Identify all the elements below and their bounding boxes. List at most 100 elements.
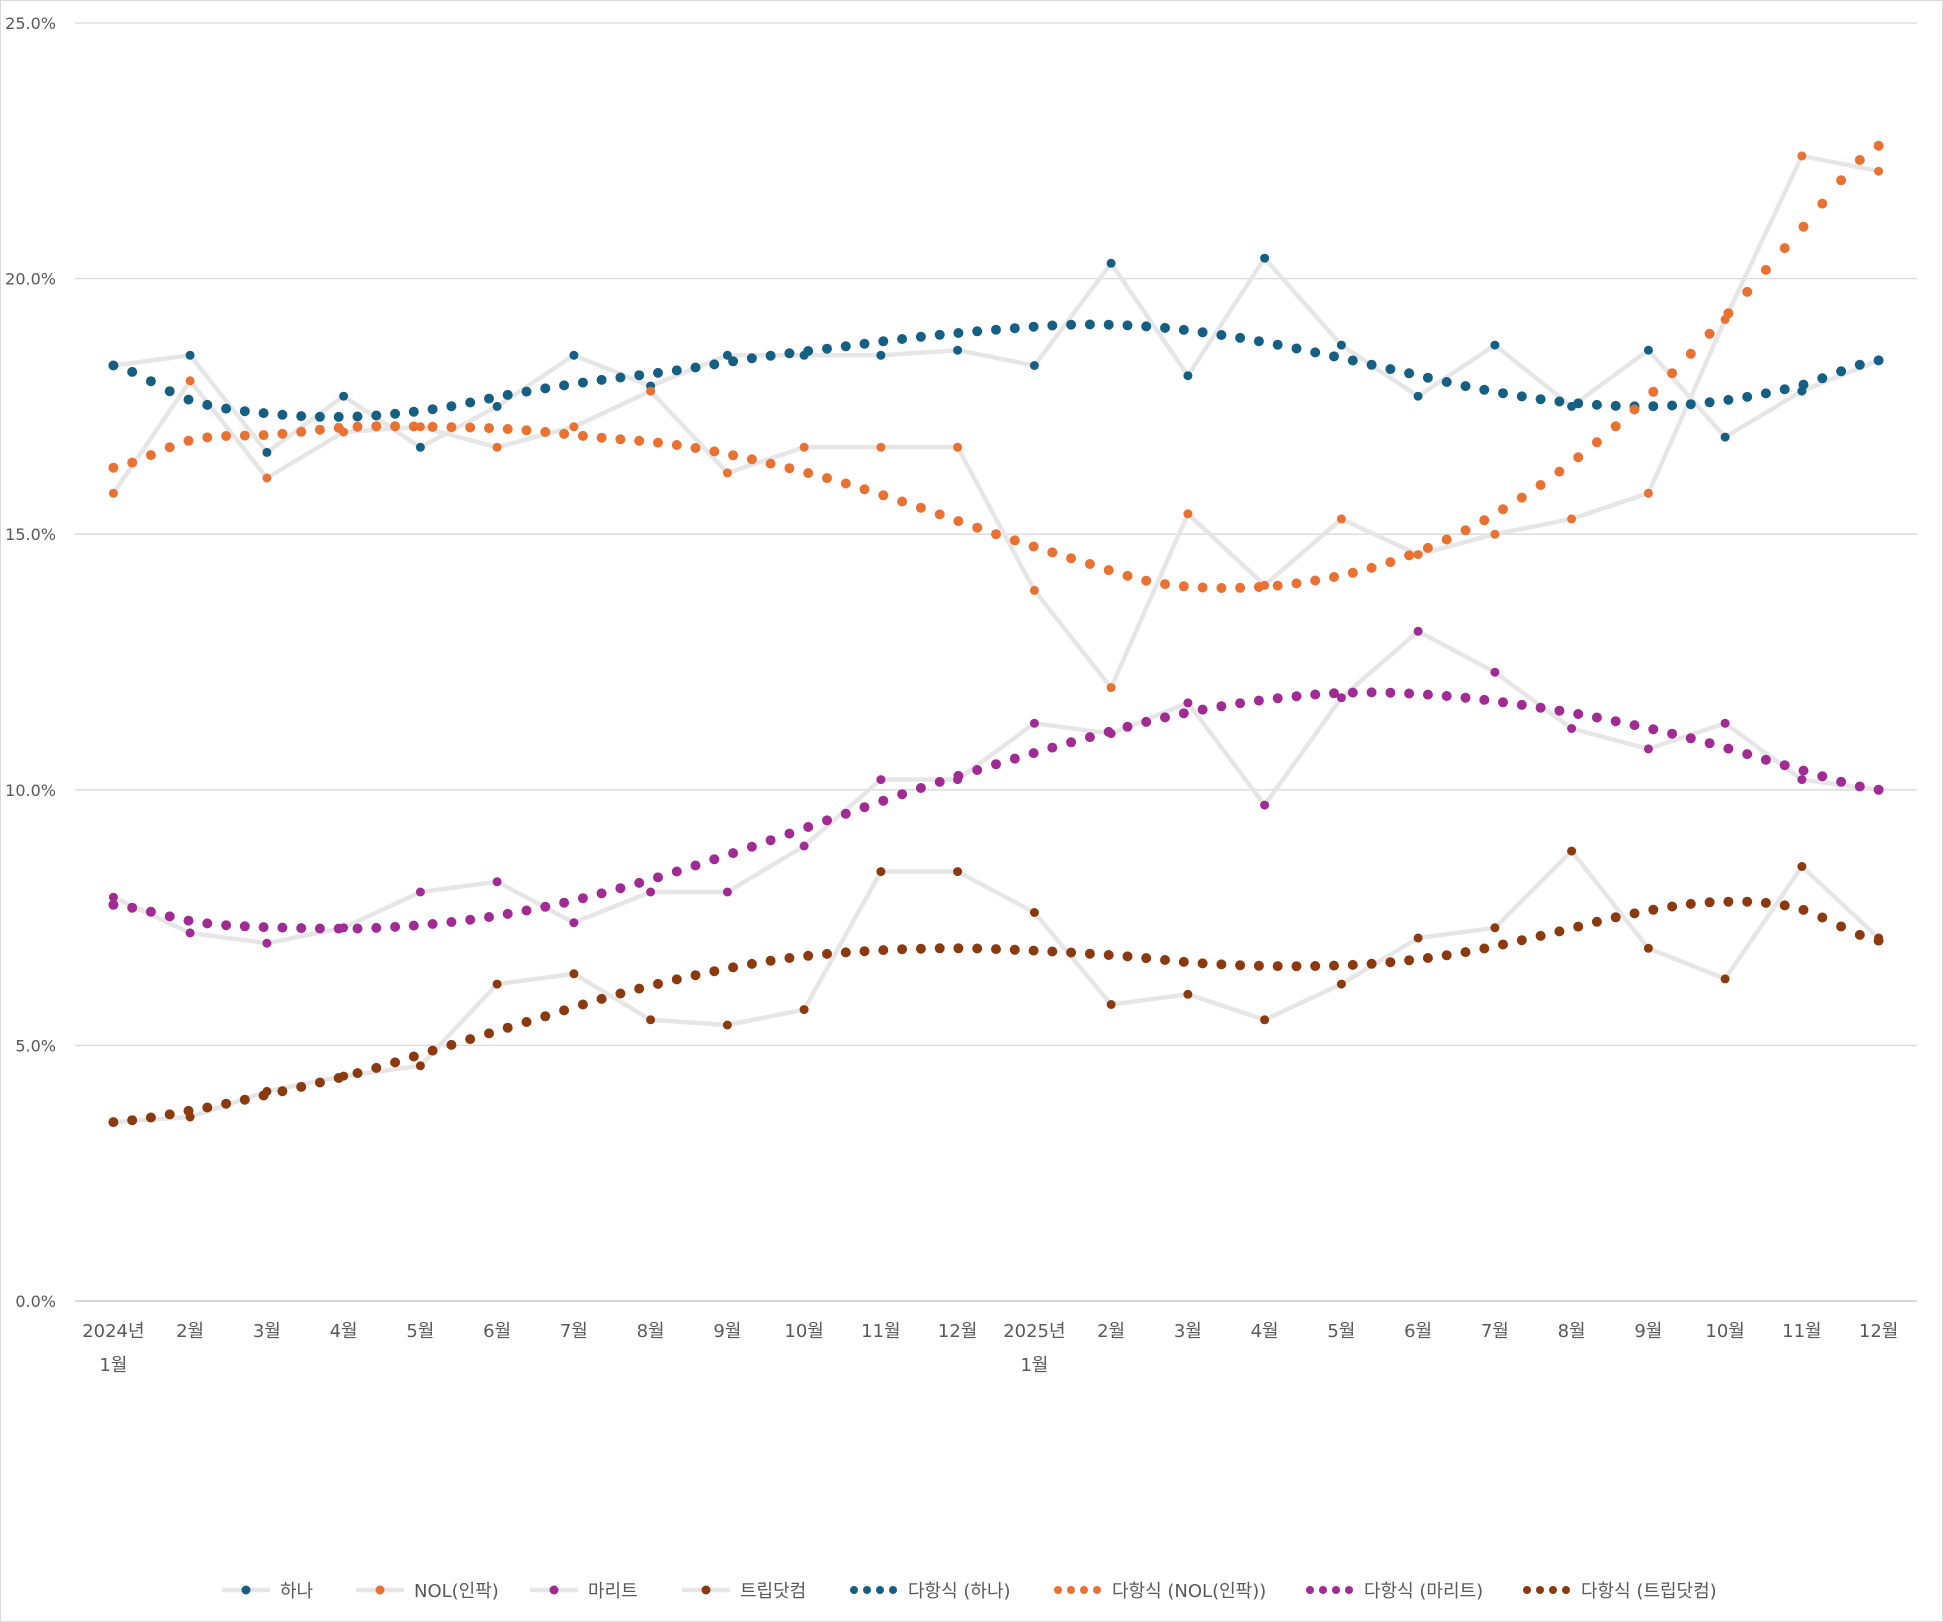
trend-dot xyxy=(803,468,814,478)
trend-dot xyxy=(1498,504,1508,515)
trend-dot xyxy=(1629,720,1640,731)
data-point xyxy=(1797,151,1807,161)
trend-dot xyxy=(296,411,307,422)
x-tick-label: 7월 xyxy=(560,1321,588,1342)
trend-dot xyxy=(390,408,401,419)
data-point xyxy=(646,386,656,396)
trend-dot xyxy=(1253,336,1264,347)
trend-dot xyxy=(1310,347,1321,358)
trend-dot xyxy=(1498,939,1508,950)
trend-dot xyxy=(202,399,213,410)
trend-dot xyxy=(1178,324,1189,335)
trend-dot xyxy=(1066,947,1077,958)
trend-dot xyxy=(1742,286,1753,297)
trend-dot xyxy=(1573,452,1584,463)
grid-layer xyxy=(75,22,1917,1302)
data-point xyxy=(1260,800,1270,810)
data-point xyxy=(1413,550,1423,560)
data-point xyxy=(646,887,656,897)
trend-dot xyxy=(1103,950,1114,960)
trend-dot xyxy=(1648,386,1659,397)
trend-dot xyxy=(352,923,363,934)
trend-dot xyxy=(521,905,532,916)
trend-dot xyxy=(915,783,926,793)
data-point xyxy=(1567,846,1577,856)
x-tick-label: 11월 xyxy=(1782,1321,1821,1342)
trend-dot xyxy=(258,430,269,441)
trend-dot xyxy=(1009,535,1020,546)
trend-dot xyxy=(164,386,175,397)
data-point xyxy=(646,1015,656,1025)
trend-dot xyxy=(1685,348,1696,359)
trend-dot xyxy=(1685,399,1696,410)
legend-item: 트립닷컴 xyxy=(682,1581,806,1602)
trend-dot xyxy=(765,835,776,846)
trend-dot xyxy=(1779,760,1790,771)
trend-dot xyxy=(1760,264,1771,275)
trend-dot xyxy=(484,1028,494,1039)
x-tick-label: 7월 xyxy=(1481,1321,1509,1342)
trend-dot xyxy=(521,386,532,397)
data-point xyxy=(1106,683,1116,693)
trend-dot xyxy=(502,424,513,434)
data-point xyxy=(1567,401,1577,411)
trend-dot xyxy=(465,1034,476,1045)
trend-dot xyxy=(1235,698,1246,709)
x-tick-label: 12월 xyxy=(938,1321,977,1342)
trend-dot xyxy=(221,1098,232,1109)
trend-dot xyxy=(465,422,476,433)
trend-dot xyxy=(709,966,720,977)
data-point xyxy=(1106,258,1116,268)
legend-item: 다항식 (마리트) xyxy=(1306,1581,1483,1602)
trend-dot xyxy=(1103,565,1114,576)
trend-dot xyxy=(653,978,663,989)
data-point xyxy=(185,350,195,360)
trend-dot xyxy=(728,848,739,859)
trend-dot xyxy=(1291,691,1302,702)
trend-dot xyxy=(1422,689,1433,700)
trend-dot xyxy=(1160,322,1170,333)
y-axis: 0.0% 5.0% 10.0% 15.0% 20.0% 25.0% xyxy=(5,14,56,1311)
trendline xyxy=(108,687,1884,934)
trend-dot xyxy=(390,921,401,932)
trend-dot xyxy=(822,815,832,826)
trend-dot xyxy=(878,490,889,501)
legend-dot-swatch xyxy=(1562,1586,1570,1594)
trend-dot xyxy=(1235,332,1246,343)
trend-dot xyxy=(596,888,607,899)
trend-dot xyxy=(540,1011,551,1022)
trend-dot xyxy=(615,434,626,445)
trend-dot xyxy=(1591,712,1602,723)
trend-dot xyxy=(615,372,626,383)
trend-dot xyxy=(1591,437,1602,448)
trend-dot xyxy=(972,765,983,775)
y-tick-label: 20.0% xyxy=(5,270,56,289)
trend-dot xyxy=(408,920,419,931)
trend-dot xyxy=(991,759,1001,770)
data-point xyxy=(1183,371,1193,381)
trend-dot xyxy=(258,922,269,933)
trend-dot xyxy=(1460,381,1471,392)
data-point xyxy=(1643,943,1653,953)
data-point xyxy=(722,887,732,897)
legend-dot-swatch xyxy=(1332,1586,1340,1594)
data-point xyxy=(1260,253,1270,263)
trend-dot xyxy=(671,365,682,376)
data-point xyxy=(1336,340,1346,350)
trend-dot xyxy=(1798,221,1809,232)
trend-dot xyxy=(1141,321,1152,332)
trend-dot xyxy=(1404,368,1415,379)
data-point xyxy=(569,918,579,928)
data-point xyxy=(1029,718,1039,728)
trend-dot xyxy=(1385,364,1396,375)
trend-dot xyxy=(653,437,663,448)
trend-dot xyxy=(145,1112,156,1123)
trend-dot xyxy=(127,366,138,377)
x-axis: 2024년 1월 2월 3월 4월 5월 6월 7월 8월 9월 10월 11월 12월 2025년 1월 2… xyxy=(82,1321,1898,1376)
trend-dot xyxy=(1873,140,1884,151)
plot-area xyxy=(108,140,1884,1128)
data-point xyxy=(1797,862,1807,871)
trend-dot xyxy=(1197,958,1208,969)
trend-dot xyxy=(1329,960,1339,971)
trend-dot xyxy=(239,1094,250,1105)
